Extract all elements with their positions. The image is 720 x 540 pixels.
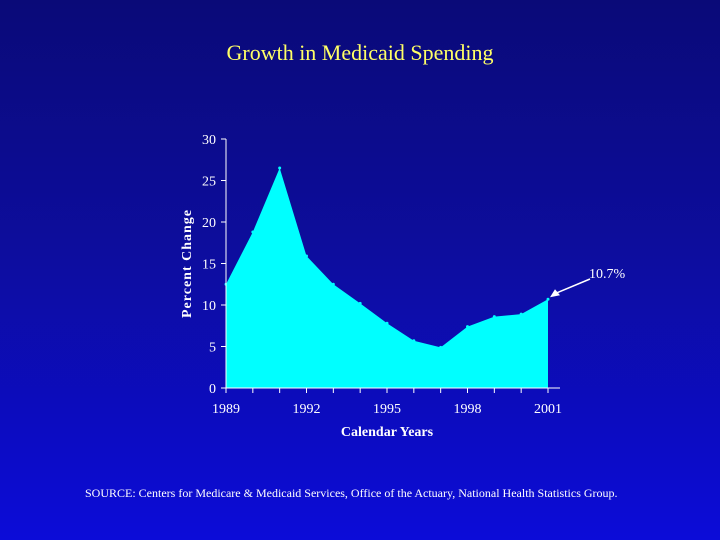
y-tick-label: 15 [202, 258, 216, 273]
data-point-1992 [305, 254, 308, 258]
chart-title: Growth in Medicaid Spending [226, 40, 494, 65]
data-point-1993 [331, 282, 335, 286]
annotation-arrow-line [555, 278, 591, 294]
x-tick-label: 1995 [373, 402, 401, 417]
source-note: SOURCE: Centers for Medicare & Medicaid … [85, 486, 618, 500]
x-tick-label: 1992 [293, 402, 321, 417]
x-tick-label: 1998 [454, 402, 482, 417]
y-tick-label: 30 [202, 133, 216, 148]
data-point-1999 [492, 315, 496, 319]
y-tick-label: 0 [209, 382, 216, 397]
data-point-1996 [412, 339, 416, 343]
y-tick-label: 5 [209, 341, 216, 356]
data-point-1997 [439, 345, 443, 349]
plot-area: 0 5 10 15 20 25 30 1989 1992 1995 1998 2001 Calendar… [180, 133, 626, 440]
data-point-2000 [519, 312, 523, 316]
data-point-1998 [466, 325, 469, 329]
y-tick-label: 20 [202, 216, 216, 231]
data-point-1995 [385, 321, 389, 325]
data-point-1994 [358, 301, 362, 305]
data-point-1990 [251, 230, 255, 234]
data-point-1991 [278, 166, 282, 170]
y-tick-label: 10 [202, 299, 216, 314]
annotation-arrowhead [550, 289, 560, 298]
annotation-label: 10.7% [589, 267, 626, 282]
data-point-2001 [546, 297, 550, 301]
area-series [226, 168, 548, 388]
x-axis-title: Calendar Years [341, 425, 434, 440]
y-axis-title: Percent Change [180, 209, 195, 318]
y-tick-label: 25 [202, 175, 216, 190]
x-tick-label: 2001 [534, 402, 562, 417]
x-tick-label: 1989 [212, 402, 240, 417]
